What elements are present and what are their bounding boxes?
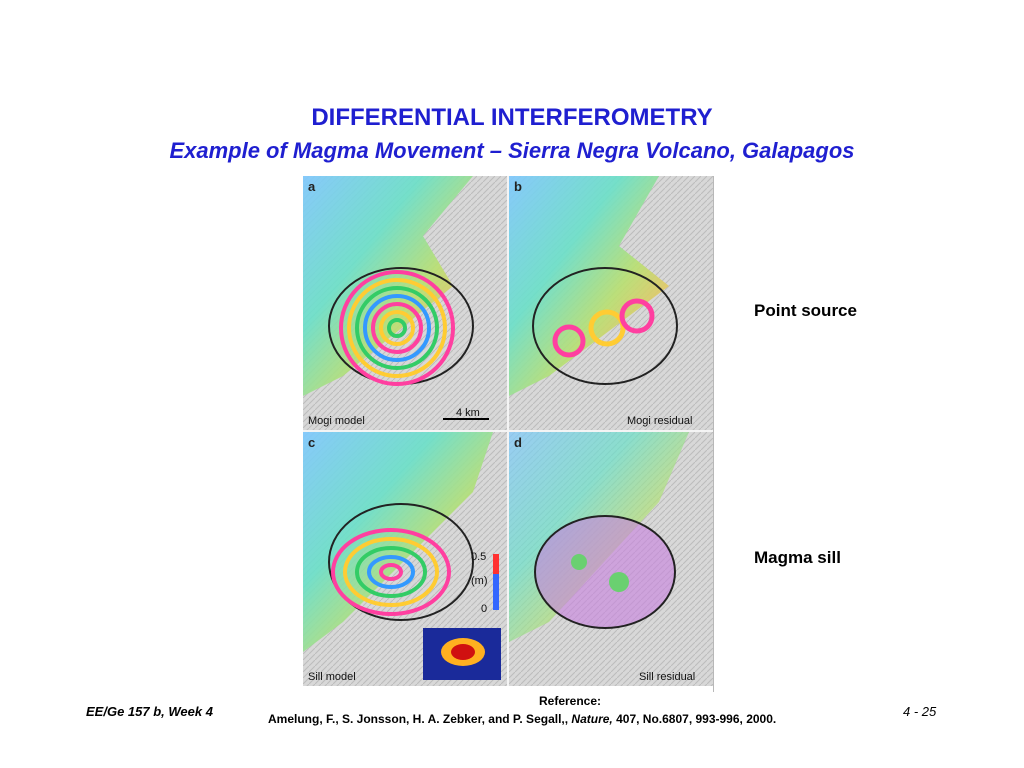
point-source-label: Point source <box>754 301 857 320</box>
panel-c-caption: Sill model <box>308 671 356 683</box>
mogi-fringes <box>339 270 455 386</box>
reference-citation: Amelung, F., S. Jonsson, H. A. Zebker, a… <box>268 712 776 726</box>
panel-a-letter: a <box>308 179 316 194</box>
colorbar <box>493 554 499 610</box>
reference-authors: Amelung, F., S. Jonsson, H. A. Zebker, a… <box>268 712 569 726</box>
panel-c-letter: c <box>308 435 315 450</box>
course-footer: EE/Ge 157 b, Week 4 <box>86 704 213 719</box>
interferogram-figure: a Mogi model 4 km b Mogi residual <box>303 176 713 686</box>
panel-b-caption: Mogi residual <box>627 415 692 427</box>
colorbar-max: 0.5 <box>471 551 486 563</box>
colorbar-min: 0 <box>481 603 487 615</box>
reference-journal: Nature, <box>571 712 613 726</box>
panel-a-caption: Mogi model <box>308 415 365 427</box>
panel-d: d Sill residual <box>509 432 713 686</box>
figure-divider <box>713 176 714 692</box>
panel-b-letter: b <box>514 179 522 194</box>
panel-a: a Mogi model 4 km <box>303 176 507 430</box>
panel-d-caption: Sill residual <box>639 671 695 683</box>
panel-d-letter: d <box>514 435 522 450</box>
colorbar-unit: (m) <box>471 575 488 587</box>
reference-heading: Reference: <box>538 694 602 708</box>
interferogram-panels: a Mogi model 4 km b Mogi residual <box>303 176 713 686</box>
magma-sill-label: Magma sill <box>754 548 841 567</box>
reference-details: 407, No.6807, 993-996, 2000. <box>616 712 777 726</box>
slide-subtitle: Example of Magma Movement – Sierra Negra… <box>169 138 855 163</box>
panel-b: b Mogi residual <box>509 176 713 430</box>
panel-c: 0.5 (m) 0 c Sill model <box>303 432 507 686</box>
scale-bar-label: 4 km <box>456 407 480 419</box>
sill-fringes <box>331 528 451 616</box>
page-number: 4 - 25 <box>903 704 937 719</box>
slide-title: DIFFERENTIAL INTERFEROMETRY <box>311 104 713 131</box>
